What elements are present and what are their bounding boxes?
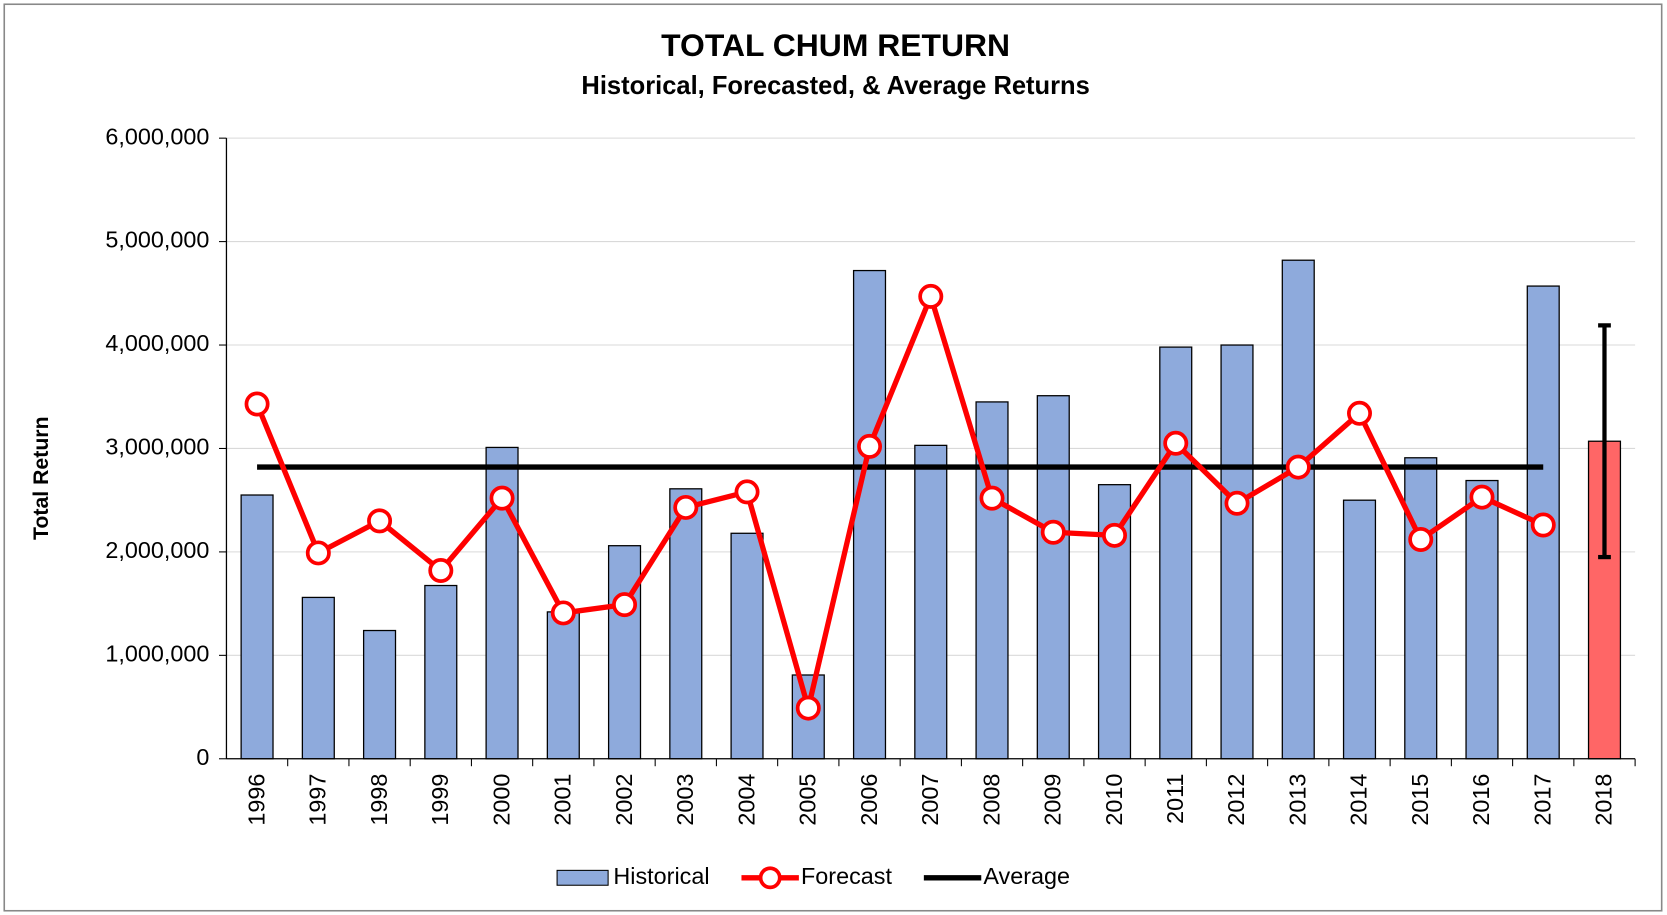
forecast-marker [1285,454,1311,480]
x-tick-label: 2015 [1407,774,1433,826]
x-tick-label: 2012 [1223,774,1249,826]
forecast-marker [1469,484,1495,510]
x-tick-label: 2013 [1284,774,1310,826]
bar [1159,346,1193,760]
x-tick-label: 2004 [733,774,759,826]
bar [1404,457,1438,760]
y-tick-label: 6,000,000 [105,123,209,149]
x-tick-label: 2005 [795,774,821,826]
forecast-marker [1224,490,1250,516]
legend-marker [758,866,782,890]
x-tick-label: 2014 [1346,774,1372,826]
chart-title: TOTAL CHUM RETURN [661,27,1010,63]
x-tick-label: 2003 [672,774,698,826]
x-tick-label: 2000 [488,774,514,826]
x-tick-label: 2018 [1591,774,1617,826]
forecast-marker [1530,512,1556,538]
forecast-marker [305,540,331,566]
bar [240,494,274,760]
forecast-marker [918,283,944,309]
forecast-marker [673,494,699,520]
bar [730,532,764,760]
x-tick-label: 2002 [611,774,637,826]
forecast-marker [1408,527,1434,552]
x-tick-label: 2010 [1101,774,1127,826]
x-tick-label: 2017 [1529,774,1555,826]
x-tick-label: 2006 [856,774,882,826]
y-tick-label: 0 [196,744,209,770]
y-axis-label: Total Return [29,416,53,540]
forecast-marker [428,558,454,584]
bar [1036,395,1070,760]
chart-subtitle: Historical, Forecasted, & Average Return… [581,72,1089,100]
forecast-marker [979,485,1005,511]
forecast-marker [244,391,270,417]
bar [914,444,948,760]
x-tick-label: 2008 [978,774,1004,826]
bar [362,629,397,760]
y-tick-label: 2,000,000 [105,537,209,563]
y-tick-label: 3,000,000 [105,434,209,460]
legend-swatch [556,869,609,886]
legend-label: Historical [613,863,709,889]
forecast-marker [857,433,883,459]
x-tick-label: 2009 [1040,774,1066,826]
x-tick-label: 1999 [427,774,453,826]
forecast-marker [489,485,515,511]
bar [1342,499,1377,760]
bar [546,611,580,760]
forecast-marker [734,479,760,505]
bar [424,584,458,760]
x-tick-label: 1997 [305,774,331,826]
x-tick-label: 2001 [550,774,576,826]
bar [1220,344,1254,760]
forecast-marker [1102,522,1128,548]
x-tick-label: 2007 [917,774,943,826]
bar [669,488,703,760]
forecast-marker [795,695,821,721]
bar [852,269,887,760]
bar [1281,259,1315,760]
forecast-marker [1347,400,1372,426]
x-tick-label: 2011 [1162,774,1188,824]
bar [301,596,335,760]
x-tick-label: 1996 [243,774,269,826]
forecast-marker [367,508,393,534]
x-tick-label: 2016 [1468,774,1494,826]
x-tick-label: 1998 [366,774,392,826]
forecast-marker [550,600,576,626]
forecast-marker [1163,430,1189,456]
y-tick-label: 4,000,000 [105,330,209,356]
bar [1465,479,1499,760]
y-tick-label: 1,000,000 [105,641,209,667]
bar [607,545,642,760]
forecast-marker [612,592,638,618]
forecast-line [254,293,1545,711]
forecast-marker [1040,519,1066,545]
legend-label: Average [983,863,1070,889]
y-tick-label: 5,000,000 [105,227,209,253]
legend-label: Forecast [801,863,892,889]
